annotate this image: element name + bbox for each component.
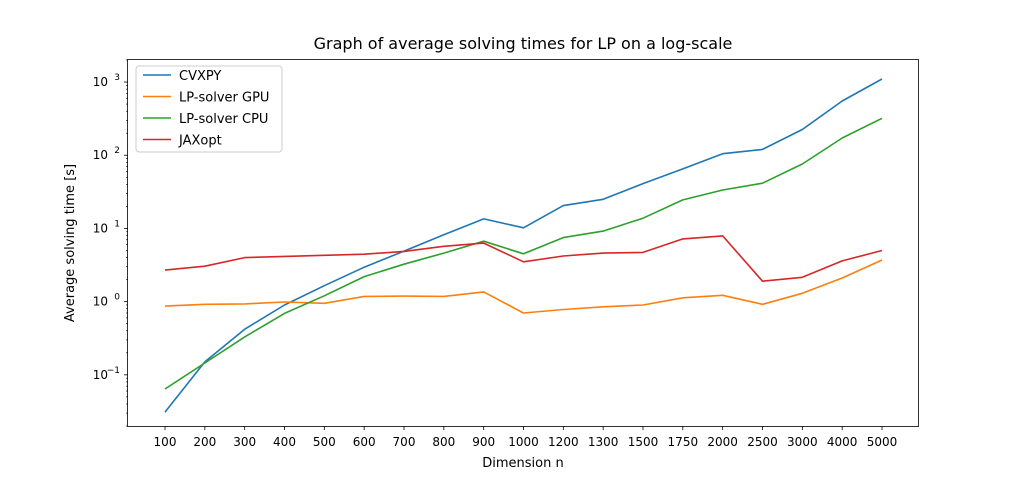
legend-label: JAXopt bbox=[178, 134, 222, 149]
x-tick-label: 600 bbox=[353, 435, 376, 449]
x-tick-label: 400 bbox=[273, 435, 296, 449]
y-tick-exponent: 1 bbox=[114, 219, 120, 229]
y-tick-exponent: 0 bbox=[114, 293, 120, 303]
x-tick-label: 1000 bbox=[508, 435, 539, 449]
legend-label: CVXPY bbox=[179, 69, 221, 84]
y-tick-label: 10 bbox=[93, 368, 108, 382]
plot-area bbox=[127, 59, 919, 427]
x-tick-label: 200 bbox=[193, 435, 216, 449]
x-tick-label: 1750 bbox=[668, 435, 699, 449]
y-tick-label: 10 bbox=[93, 221, 108, 235]
y-tick-label: 10 bbox=[93, 75, 108, 89]
x-tick-label: 900 bbox=[472, 435, 495, 449]
series-line-cvxpy bbox=[164, 78, 883, 413]
x-tick-label: 5000 bbox=[867, 435, 898, 449]
x-tick-label: 100 bbox=[154, 435, 177, 449]
x-tick-label: 300 bbox=[233, 435, 256, 449]
y-tick-exponent: 3 bbox=[114, 73, 120, 83]
x-tick-label: 1200 bbox=[548, 435, 579, 449]
legend: CVXPY LP-solver GPU LP-solver CPU JAXopt bbox=[135, 65, 283, 153]
plot-frame bbox=[127, 59, 919, 427]
x-tick-label: 2000 bbox=[707, 435, 738, 449]
x-tick-label: 4000 bbox=[827, 435, 858, 449]
series-line-lp-solver-gpu bbox=[164, 259, 883, 314]
x-axis-label: Dimension n bbox=[482, 456, 563, 471]
y-axis-label: Average solving time [s] bbox=[63, 164, 78, 322]
legend-label: LP-solver GPU bbox=[179, 91, 269, 106]
series-line-lp-solver-cpu bbox=[164, 117, 883, 390]
y-tick-label: 10 bbox=[93, 295, 108, 309]
x-tick-label: 3000 bbox=[787, 435, 818, 449]
legend-label: LP-solver CPU bbox=[179, 112, 268, 127]
y-tick-exponent: 2 bbox=[114, 146, 120, 156]
series-layer bbox=[164, 78, 883, 413]
x-tick-label: 2500 bbox=[747, 435, 778, 449]
x-tick-label: 1500 bbox=[628, 435, 659, 449]
x-tick-label: 1300 bbox=[588, 435, 619, 449]
series-line-jaxopt bbox=[164, 235, 883, 283]
legend-box bbox=[135, 65, 283, 153]
y-tick-label: 10 bbox=[93, 148, 108, 162]
y-tick-exponent: −1 bbox=[107, 366, 120, 376]
x-tick-label: 500 bbox=[313, 435, 336, 449]
x-tick-label: 800 bbox=[432, 435, 455, 449]
x-tick-label: 700 bbox=[393, 435, 416, 449]
chart-title: Graph of average solving times for LP on… bbox=[314, 34, 733, 53]
x-axis: 100 200 300 400 500 600 700 800 900 1000 1200 1300 1… bbox=[154, 426, 898, 449]
